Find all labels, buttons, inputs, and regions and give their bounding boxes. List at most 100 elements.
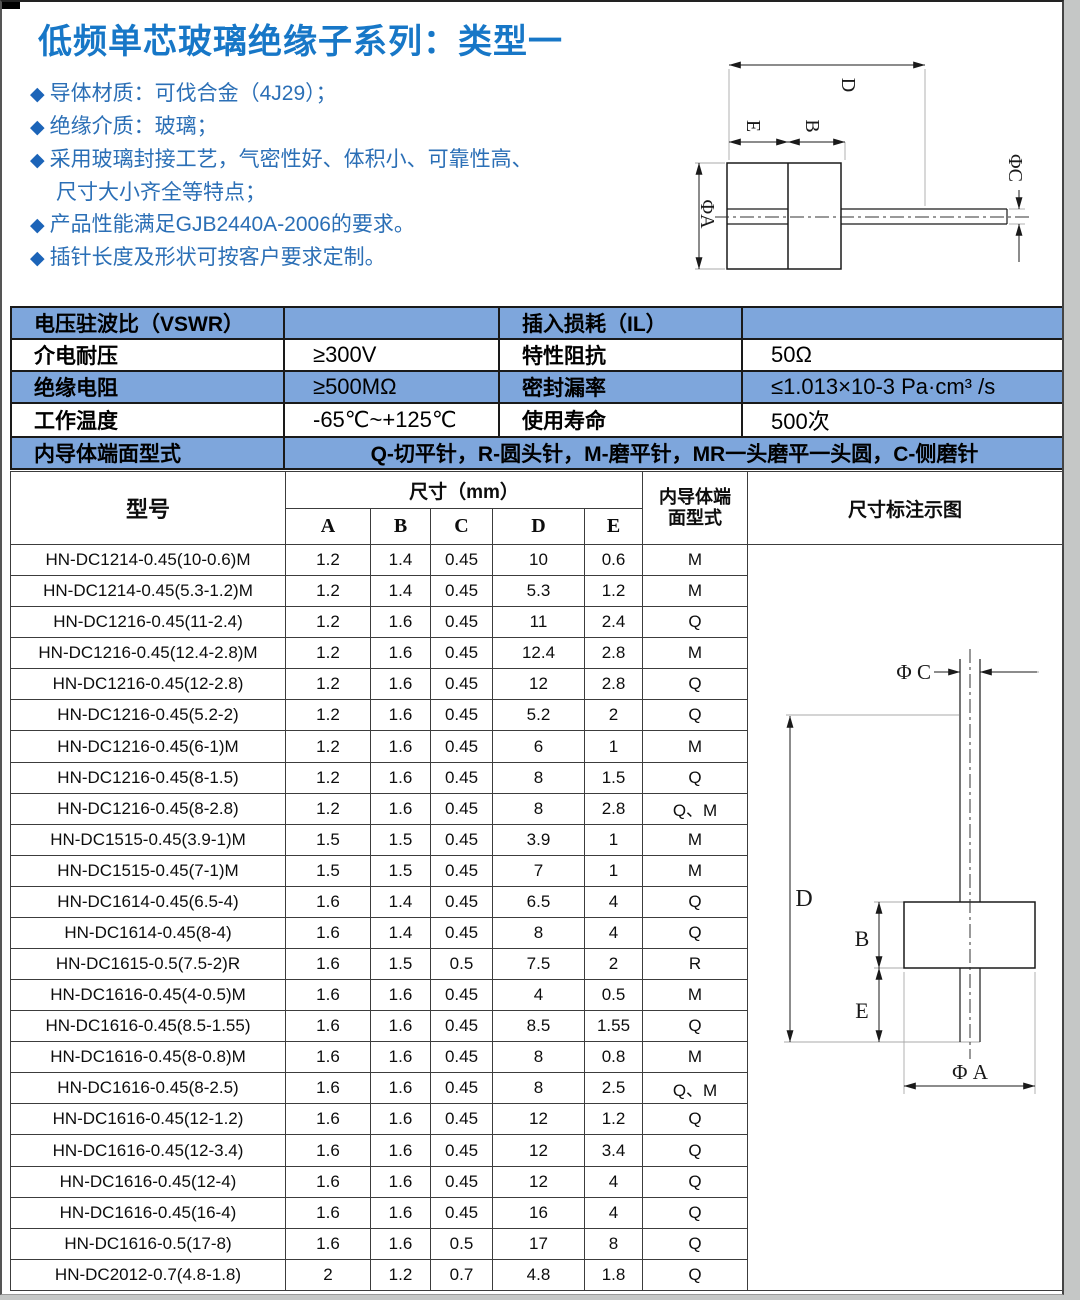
model-cell: HN-DC1616-0.45(8-0.8)M <box>10 1041 286 1074</box>
diamond-bullet-icon: ◆ <box>30 150 45 171</box>
dim-b-cell: 1.6 <box>370 1010 431 1043</box>
dim-b-cell: 1.4 <box>370 916 431 950</box>
dim-b-cell: 1.4 <box>370 575 431 608</box>
dim-a-cell: 1.2 <box>285 730 371 763</box>
dim-a-cell: 1.2 <box>285 575 371 608</box>
table-row: HN-DC1515-0.45(3.9-1)M 1.5 1.5 0.45 3.9 … <box>10 823 1063 856</box>
model-cell: HN-DC1616-0.5(17-8) <box>10 1227 286 1260</box>
dim-e-cell: 4 <box>583 1196 644 1229</box>
dim-c-cell: 0.45 <box>430 543 493 577</box>
dim-b-cell: 1.5 <box>370 854 431 887</box>
dim-e-cell: 1 <box>583 823 644 856</box>
dim-e-cell: 1.55 <box>583 1010 644 1043</box>
dim-c-cell: 0.45 <box>430 699 493 732</box>
dim-c-cell: 0.45 <box>430 979 493 1012</box>
face-type-cell: Q <box>642 1103 749 1136</box>
diamond-bullet-icon: ◆ <box>30 84 45 105</box>
dim-c-cell: 0.45 <box>430 823 493 856</box>
table-row: HN-DC2012-0.7(4.8-1.8) 2 1.2 0.7 4.8 1.8… <box>10 1258 1063 1292</box>
dim-e-cell: 2.4 <box>583 606 644 639</box>
dim-e-cell: 1 <box>583 730 644 763</box>
dim-b-cell: 1.6 <box>370 792 431 825</box>
dim-c-cell: 0.5 <box>430 948 493 981</box>
dim-d-cell: 6.5 <box>492 885 585 918</box>
dim-a-cell: 1.6 <box>285 885 371 918</box>
dim-e-cell: 2.8 <box>583 668 644 701</box>
dim-b-cell: 1.6 <box>370 1103 431 1136</box>
dim-e-cell: 0.6 <box>583 543 644 577</box>
face-type-cell: Q <box>642 606 749 639</box>
model-cell: HN-DC1216-0.45(12-2.8) <box>10 668 286 701</box>
model-cell: HN-DC1216-0.45(8-2.8) <box>10 792 286 825</box>
insulator-drawing-top: D E B ΦA ΦC <box>695 61 1030 270</box>
dim-a-cell: 1.6 <box>285 948 371 981</box>
dim-a-cell: 1.6 <box>285 979 371 1012</box>
face-type-cell: M <box>642 823 749 856</box>
model-cell: HN-DC2012-0.7(4.8-1.8) <box>10 1258 286 1292</box>
dim-e-cell: 1.8 <box>583 1258 644 1292</box>
face-type-cell: M <box>642 854 749 887</box>
dimension-diagram-cell: Φ C D B E Φ A <box>747 544 1062 1291</box>
dim-e-cell: 0.5 <box>583 979 644 1012</box>
spec-label: 特性阻抗 <box>498 338 743 372</box>
dim-c-cell: 0.45 <box>430 1196 493 1229</box>
feature-text: 产品性能满足GJB2440A-2006的要求。 <box>49 213 415 236</box>
dim-c-cell: 0.45 <box>430 606 493 639</box>
dim-d-cell: 16 <box>492 1196 585 1229</box>
dim-e-cell: 4 <box>583 1165 644 1198</box>
face-type-cell: Q <box>642 916 749 950</box>
face-type-cell: Q <box>642 699 749 732</box>
spec-label: 绝缘电阻 <box>10 370 285 404</box>
face-type-cell: M <box>642 979 749 1012</box>
dim-c-cell: 0.45 <box>430 730 493 763</box>
dim-a-cell: 2 <box>285 1258 371 1292</box>
dim-label-b: B <box>801 119 823 132</box>
dim-c-cell: 0.45 <box>430 668 493 701</box>
dim-d-cell: 12.4 <box>492 637 585 670</box>
dim-c-cell: 0.45 <box>430 761 493 794</box>
dim-a-cell: 1.6 <box>285 1103 371 1136</box>
model-cell: HN-DC1616-0.45(12-1.2) <box>10 1103 286 1136</box>
feature-item: ◆ 采用玻璃封接工艺，气密性好、体积小、可靠性高、 尺寸大小齐全等特点； <box>30 144 650 209</box>
feature-item: ◆ 绝缘介质：玻璃； <box>30 111 650 144</box>
spec-label: 工作温度 <box>10 402 285 438</box>
face-type-cell: Q <box>642 1165 749 1198</box>
dim-e-cell: 8 <box>583 1227 644 1260</box>
face-type-cell: Q <box>642 1227 749 1260</box>
dim-label-d: D <box>837 78 859 92</box>
dim-e-cell: 2.5 <box>583 1072 644 1105</box>
dim-b-cell: 1.6 <box>370 1196 431 1229</box>
model-cell: HN-DC1216-0.45(5.2-2) <box>10 699 286 732</box>
dim-c-cell: 0.45 <box>430 575 493 608</box>
dim-d-cell: 8 <box>492 792 585 825</box>
dim-b-cell: 1.6 <box>370 699 431 732</box>
dim-e-cell: 2.8 <box>583 792 644 825</box>
dim-a-cell: 1.2 <box>285 637 371 670</box>
face-type-cell: Q <box>642 1196 749 1229</box>
table-row: HN-DC1515-0.45(7-1)M 1.5 1.5 0.45 7 1 M <box>10 854 1063 887</box>
model-cell: HN-DC1214-0.45(10-0.6)M <box>10 543 286 577</box>
dim-d-cell: 4 <box>492 979 585 1012</box>
dim-d-cell: 8 <box>492 1041 585 1074</box>
spec-label: 电压驻波比（VSWR） <box>10 306 285 340</box>
feature-list: ◆ 导体材质：可伐合金（4J29）； ◆ 绝缘介质：玻璃； ◆ 采用玻璃封接工艺，气密… <box>30 78 650 275</box>
table-row: HN-DC1616-0.45(12-1.2) 1.6 1.6 0.45 12 1… <box>10 1103 1063 1136</box>
spec-value: ≥500MΩ <box>283 370 500 404</box>
dim-d-cell: 10 <box>492 543 585 577</box>
dim-d-cell: 12 <box>492 1134 585 1167</box>
model-cell: HN-DC1216-0.45(6-1)M <box>10 730 286 763</box>
table-row: HN-DC1216-0.45(11-2.4) 1.2 1.6 0.45 11 2… <box>10 606 1063 639</box>
spec-value: 50Ω <box>741 338 1062 372</box>
dim-b-cell: 1.6 <box>370 1165 431 1198</box>
table-row: HN-DC1616-0.45(8.5-1.55) 1.6 1.6 0.45 8.… <box>10 1010 1063 1043</box>
dim-a-cell: 1.6 <box>285 1072 371 1105</box>
model-cell: HN-DC1616-0.45(12-4) <box>10 1165 286 1198</box>
column-header-a: A <box>285 508 371 545</box>
dim-b-cell: 1.6 <box>370 668 431 701</box>
dim-label-phi-c: ΦC <box>1004 154 1026 182</box>
dim-c-cell: 0.45 <box>430 1041 493 1074</box>
dim-b-cell: 1.5 <box>370 823 431 856</box>
dim-d-cell: 8 <box>492 1072 585 1105</box>
face-header-line2: 面型式 <box>668 508 723 528</box>
